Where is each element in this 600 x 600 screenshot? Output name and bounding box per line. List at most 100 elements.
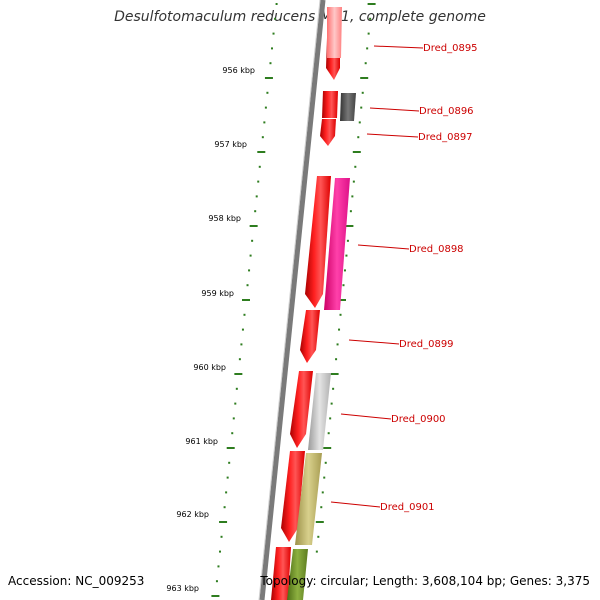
gene-label[interactable]: Dred_0900 [391,414,446,425]
leader-line [330,501,381,508]
gene-arrow[interactable] [300,310,320,363]
scale-minor-tick [255,195,258,198]
scale-major-tick [211,595,220,597]
scale-minor-tick [223,506,226,509]
scale-minor-tick [241,328,244,331]
outer-major-tick [315,521,324,523]
gene-arrow[interactable] [271,547,291,600]
outer-major-tick [367,3,376,5]
genome-backbone [259,0,326,600]
scale-minor-tick [228,461,231,464]
outer-minor-tick [346,239,349,242]
scale-ruler [211,3,278,597]
leader-line [348,339,400,345]
scale-label: 962 kbp [176,510,209,519]
accession-text: Accession: NC_009253 [8,574,145,588]
scale-label: 956 kbp [222,66,255,75]
scale-minor-tick [251,239,254,242]
scale-minor-tick [264,106,267,109]
outer-minor-tick [342,284,345,287]
outer-minor-tick [320,506,323,509]
scale-minor-tick [274,17,277,20]
outer-track-ruler [315,3,376,553]
scale-major-tick [226,447,235,449]
scale-label: 961 kbp [185,437,218,446]
scale-minor-tick [270,47,273,50]
scale-minor-tick [215,580,218,583]
scale-minor-tick [275,3,278,5]
gene-label[interactable]: Dred_0895 [423,43,478,54]
category-block [324,178,350,310]
scale-minor-tick [240,343,243,346]
outer-major-tick [360,77,369,79]
gene-arrow[interactable] [320,119,336,146]
gene-arrow[interactable] [281,451,305,542]
scale-minor-tick [263,121,266,124]
outer-minor-tick [338,328,341,331]
scale-major-tick [242,299,250,301]
leader-line [366,133,419,138]
scale-minor-tick [254,210,257,213]
scale-label: 963 kbp [166,584,199,593]
outer-minor-tick [357,136,360,139]
outer-minor-tick [324,461,327,464]
gene-label[interactable]: Dred_0901 [380,502,435,513]
leader-line [357,244,410,250]
category-block [295,453,322,545]
gene-label[interactable]: Dred_0898 [409,244,464,255]
scale-label: 958 kbp [208,214,241,223]
outer-minor-tick [345,254,348,257]
scale-minor-tick [217,565,220,568]
gene-track-category [287,7,356,600]
outer-major-tick [345,225,354,227]
gene-arrow[interactable] [290,371,313,448]
category-block [340,93,356,121]
outer-minor-tick [343,269,346,272]
category-block [287,549,308,600]
outer-minor-tick [327,432,330,435]
scale-minor-tick [266,91,269,94]
scale-minor-tick [246,284,249,287]
leader-line [340,413,392,420]
scale-label: 959 kbp [201,289,234,298]
gene-label[interactable]: Dred_0896 [419,106,474,117]
scale-minor-tick [238,358,241,361]
scale-minor-tick [234,402,237,405]
outer-minor-tick [323,476,326,479]
gene-label[interactable]: Dred_0899 [399,339,454,350]
outer-minor-tick [358,121,361,124]
gene-track-forward [271,8,340,600]
outer-minor-tick [336,343,339,346]
outer-minor-tick [364,62,367,65]
scale-major-tick [219,521,228,523]
scale-major-tick [264,77,273,79]
scale-minor-tick [248,269,251,272]
scale-minor-tick [219,550,222,553]
scale-minor-tick [249,254,252,257]
outer-minor-tick [369,17,372,20]
gene-arrow[interactable] [305,176,331,308]
gene-arrow[interactable] [322,91,338,118]
outer-minor-tick [329,417,332,420]
scale-major-tick [257,151,266,153]
outer-minor-tick [317,535,320,538]
gene-label[interactable]: Dred_0897 [418,132,473,143]
gene-labels: Dred_0895 Dred_0896 Dred_0897 Dred_0898 … [330,43,478,513]
leader-line [373,45,424,49]
outer-major-tick [330,373,339,375]
category-block [308,373,331,450]
scale-major-tick [249,225,258,227]
scale-label: 960 kbp [193,363,226,372]
outer-minor-tick [321,491,324,494]
scale-minor-tick [269,62,272,65]
scale-labels: 956 kbp 957 kbp 958 kbp 959 kbp 960 kbp … [166,66,255,593]
outer-minor-tick [360,106,363,109]
outer-major-tick [323,447,332,449]
scale-minor-tick [243,313,246,316]
scale-minor-tick [225,491,228,494]
scale-minor-tick [258,165,261,168]
leader-line [369,107,420,112]
outer-minor-tick [330,402,333,405]
map-title: Desulfotomaculum reducens MI-1, complete… [114,9,486,25]
